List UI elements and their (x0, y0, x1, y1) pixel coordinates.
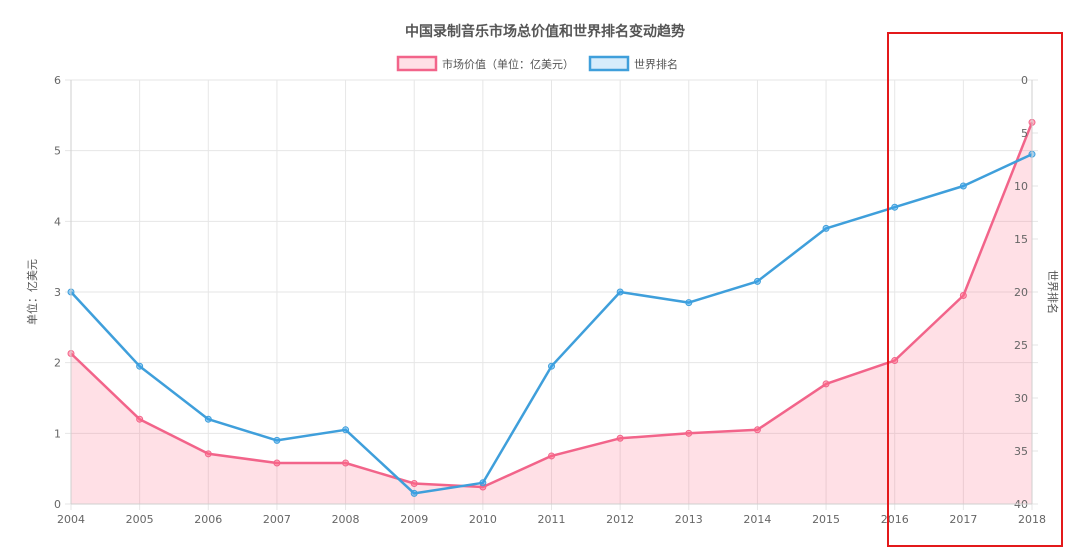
data-point-1 (273, 436, 281, 444)
legend: 市场价值（单位：亿美元） 世界排名 (396, 55, 678, 72)
data-point-0 (548, 452, 555, 460)
data-point-0 (410, 480, 418, 488)
x-tick-label: 2015 (812, 513, 840, 526)
y-axis-title-left: 单位：亿美元 (25, 259, 39, 325)
y-tick-label-left: 3 (54, 286, 61, 299)
y-tick-label-right: 35 (1014, 445, 1028, 458)
highlight-box (887, 32, 1063, 547)
x-tick-label: 2011 (538, 513, 566, 526)
x-tick-label: 2014 (743, 513, 771, 526)
data-point-1 (685, 299, 693, 307)
y-tick-label-right: 0 (1021, 74, 1028, 87)
legend-item-market[interactable]: 市场价值（单位：亿美元） (396, 55, 574, 72)
y-tick-label-left: 6 (54, 74, 61, 87)
data-point-1 (479, 479, 487, 487)
data-point-0 (616, 434, 624, 442)
x-tick-label: 2013 (675, 513, 703, 526)
x-tick-label: 2008 (332, 513, 360, 526)
data-point-1 (204, 415, 212, 423)
data-point-1 (136, 362, 144, 370)
data-point-0 (685, 429, 693, 437)
series-area-0 (71, 122, 1032, 505)
x-tick-label: 2018 (1018, 513, 1046, 526)
data-point-0 (204, 450, 212, 458)
data-point-1 (342, 426, 350, 434)
data-point-1 (891, 203, 899, 211)
data-point-0 (822, 380, 830, 388)
y-tick-label-right: 5 (1021, 127, 1028, 140)
data-point-0 (273, 459, 281, 467)
x-tick-label: 2016 (881, 513, 909, 526)
x-tick-label: 2005 (126, 513, 154, 526)
y-tick-label-right: 15 (1014, 233, 1028, 246)
legend-swatch-rank (588, 55, 630, 72)
legend-label-market: 市场价值（单位：亿美元） (442, 57, 574, 71)
x-tick-label: 2006 (194, 513, 222, 526)
data-point-0 (342, 459, 350, 467)
x-tick-label: 2009 (400, 513, 428, 526)
data-point-0 (959, 292, 967, 300)
legend-label-rank: 世界排名 (634, 57, 678, 71)
y-tick-label-left: 2 (54, 357, 61, 370)
y-tick-label-right: 20 (1014, 286, 1028, 299)
y-tick-label-right: 10 (1014, 180, 1028, 193)
data-point-0 (753, 426, 761, 434)
legend-item-rank[interactable]: 世界排名 (588, 55, 678, 72)
data-point-0 (891, 357, 899, 365)
x-tick-label: 2007 (263, 513, 291, 526)
y-tick-label-left: 1 (54, 427, 61, 440)
data-point-0 (136, 415, 144, 423)
y-tick-label-right: 30 (1014, 392, 1028, 405)
data-point-1 (822, 224, 830, 232)
x-tick-label: 2012 (606, 513, 634, 526)
y-axis-title-right: 世界排名 (1046, 270, 1060, 314)
data-point-1 (959, 182, 967, 190)
x-tick-label: 2004 (57, 513, 85, 526)
x-tick-label: 2010 (469, 513, 497, 526)
data-point-1 (616, 288, 624, 296)
y-tick-label-left: 5 (54, 145, 61, 158)
data-point-1 (548, 362, 555, 370)
y-tick-label-left: 0 (54, 498, 61, 511)
y-tick-label-left: 4 (54, 215, 61, 228)
legend-swatch-market (396, 55, 438, 72)
data-point-1 (753, 277, 761, 285)
chart-title: 中国录制音乐市场总价值和世界排名变动趋势 (405, 23, 685, 40)
x-tick-label: 2017 (949, 513, 977, 526)
data-point-1 (410, 489, 418, 497)
y-tick-label-right: 25 (1014, 339, 1028, 352)
